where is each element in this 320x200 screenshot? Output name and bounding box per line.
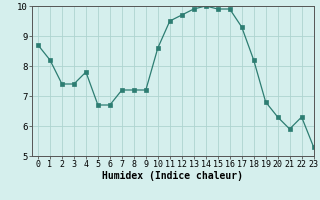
X-axis label: Humidex (Indice chaleur): Humidex (Indice chaleur) [102, 171, 243, 181]
